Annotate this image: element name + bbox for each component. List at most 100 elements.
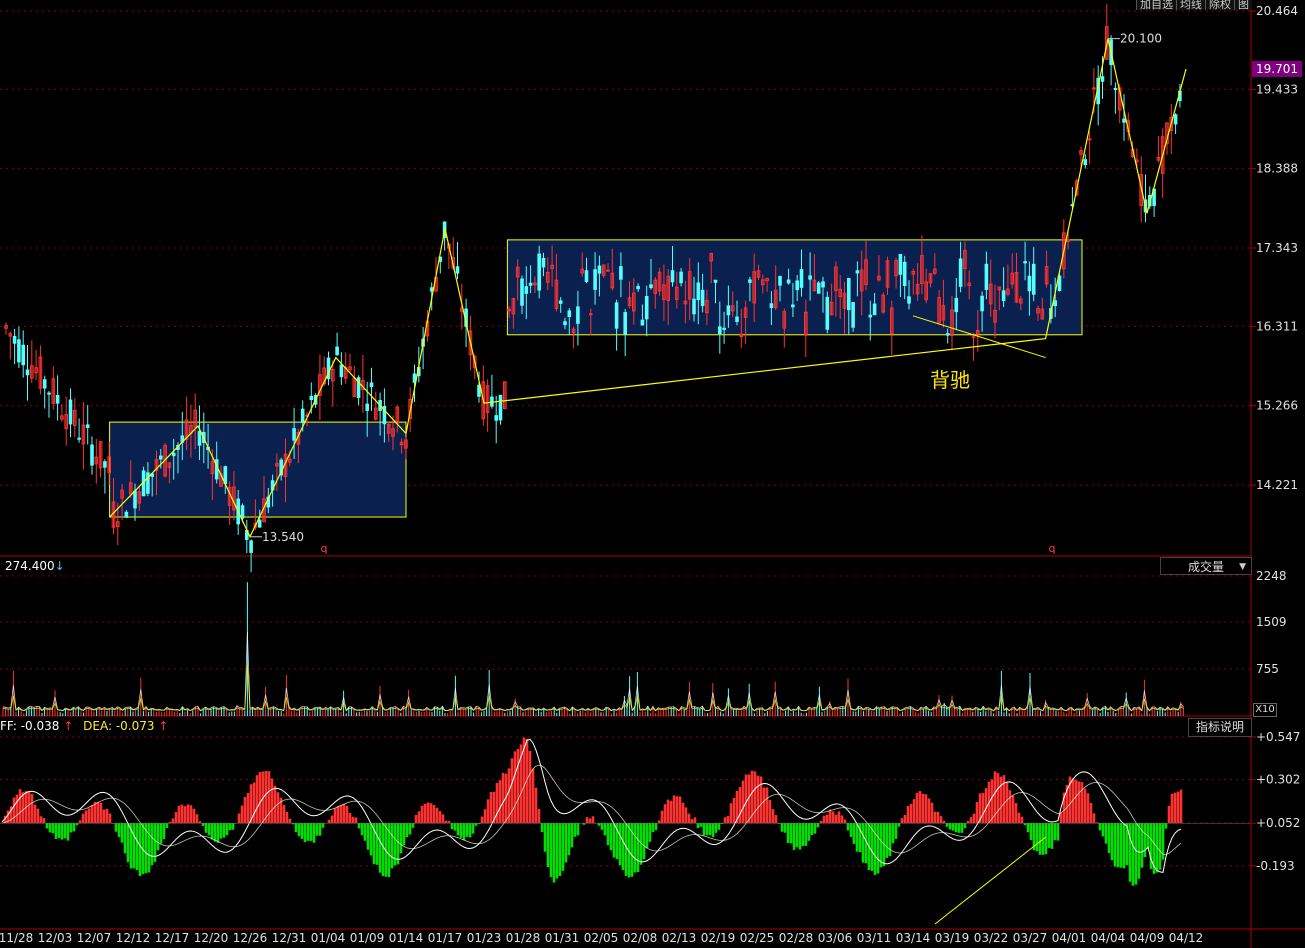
candle-body (257, 519, 262, 528)
ex-rights-button[interactable]: 除权 (1205, 0, 1234, 10)
current-price-badge (1252, 60, 1302, 77)
volume-tick-label: 1509 (1256, 615, 1287, 629)
price-tick-label: 20.464 (1256, 4, 1298, 18)
candle-body (765, 277, 769, 282)
candle-body (60, 415, 64, 420)
date-tick-label: 03/06 (818, 931, 853, 945)
candle-body (77, 437, 81, 440)
indicator-help-button[interactable]: 指标说明 (1188, 718, 1252, 737)
candle-body (184, 419, 189, 440)
candle-body (855, 270, 860, 274)
candle-body (404, 439, 408, 449)
candle-body (1006, 288, 1010, 295)
candle-body (68, 399, 73, 425)
candle-body (675, 286, 679, 300)
candle-body (455, 266, 460, 274)
candle-body (782, 311, 787, 329)
date-tick-label: 01/14 (389, 931, 424, 945)
candle-body (55, 395, 60, 404)
candle-body (976, 330, 980, 335)
date-tick-label: 02/19 (701, 931, 736, 945)
candle-body (369, 382, 374, 388)
candle-body (847, 278, 851, 311)
candle-body (778, 275, 782, 286)
candle-body (395, 406, 400, 424)
candle-body (1092, 87, 1096, 90)
candle-body (1100, 76, 1105, 82)
candle-body (804, 311, 808, 336)
date-tick-label: 11/28 (0, 931, 33, 945)
candle-body (1010, 272, 1015, 285)
candle-body (533, 282, 537, 286)
high-price-label: 20.100 (1120, 32, 1162, 46)
moving-average-button[interactable]: 均线 (1176, 0, 1205, 10)
candle-body (1113, 87, 1118, 91)
candle-body (1083, 159, 1088, 166)
candle-body (937, 297, 941, 324)
macd-tick-label: -0.193 (1256, 859, 1295, 873)
candle-body (4, 325, 8, 329)
candle-body (911, 270, 916, 275)
candle-body (94, 456, 99, 465)
candle-body (933, 268, 937, 274)
price-tick-label: 19.433 (1256, 82, 1298, 96)
candle-body (546, 271, 550, 283)
candle-body (8, 333, 13, 337)
candle-body (963, 249, 967, 270)
price-divergence-line (912, 315, 1046, 359)
candle-body (472, 356, 477, 368)
date-tick-label: 03/11 (857, 931, 892, 945)
candle-body (249, 540, 253, 553)
volume-reading: 274.400↓ (5, 559, 65, 573)
candle-body (567, 310, 572, 318)
candle-body (348, 366, 352, 371)
candle-body (322, 367, 326, 385)
candle-body (597, 265, 602, 274)
date-tick-label: 12/03 (38, 931, 73, 945)
candle-body (743, 307, 748, 318)
volume-indicator-selector[interactable]: 成交量 ▼ (1160, 557, 1252, 575)
candle-body (692, 298, 696, 315)
current-price-label: 19.701 (1256, 62, 1298, 76)
candle-body (666, 275, 671, 301)
candle-body (748, 279, 752, 283)
candle-body (696, 282, 701, 301)
date-tick-label: 02/28 (779, 931, 814, 945)
candle-body (632, 292, 636, 312)
candle-body (554, 279, 559, 309)
candle-body (821, 281, 825, 288)
candle-body (1074, 180, 1079, 196)
candle-body (318, 374, 322, 396)
candle-body (1169, 116, 1174, 132)
date-tick-label: 01/04 (311, 931, 346, 945)
candle-body (98, 441, 103, 469)
candle-body (25, 369, 30, 376)
candle-body (649, 284, 653, 289)
chart-menu-button[interactable]: 图 (1234, 0, 1252, 10)
candle-body (210, 461, 215, 475)
candle-body (571, 328, 576, 334)
candle-body (1053, 300, 1058, 307)
candle-body (670, 270, 675, 283)
volume-tick-label: 2248 (1256, 569, 1287, 583)
candle-body (154, 459, 159, 472)
candle-body (103, 461, 107, 468)
volume-arrow-icon: ↓ (54, 559, 65, 573)
candle-body (812, 279, 817, 292)
volume-scale-label: X10 (1253, 703, 1277, 717)
candle-body (90, 444, 94, 466)
candle-body (326, 357, 331, 380)
date-tick-label: 12/07 (77, 931, 112, 945)
macd-dea-arrow-icon: ↑ (158, 719, 169, 733)
date-tick-label: 12/31 (272, 931, 307, 945)
candle-body (498, 394, 503, 421)
candle-body (382, 406, 387, 425)
date-tick-label: 03/22 (974, 931, 1009, 945)
candle-body (859, 269, 864, 292)
add-watchlist-button[interactable]: 加自选 (1136, 0, 1176, 10)
candle-body (769, 303, 774, 309)
candle-body (541, 257, 546, 268)
candle-body (958, 258, 963, 287)
event-marker-q: q (321, 542, 328, 555)
